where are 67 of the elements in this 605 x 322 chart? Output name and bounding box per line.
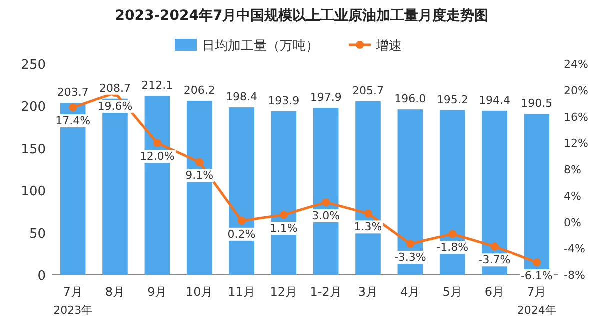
data-label: -6.1% bbox=[520, 269, 553, 282]
data-label: 1.3% bbox=[354, 220, 382, 234]
data-label: 0.2% bbox=[228, 228, 256, 241]
y-tick-label: 0 bbox=[38, 269, 46, 284]
data-label: 197.9 bbox=[310, 90, 342, 104]
x-tick-label: 7月 bbox=[527, 285, 547, 299]
data-label: 198.4 bbox=[226, 90, 258, 104]
data-label: 194.4 bbox=[479, 94, 510, 107]
y2-tick-label: 4% bbox=[564, 190, 582, 203]
data-label: -3.3% bbox=[394, 251, 426, 264]
chart-title: 2023-2024年7月中国规模以上工业原油加工量月度走势图 bbox=[115, 7, 489, 24]
point bbox=[280, 210, 288, 219]
data-label: 17.4% bbox=[56, 114, 91, 128]
point bbox=[153, 139, 162, 148]
y2-tick-label: 8% bbox=[564, 164, 582, 176]
data-label: 19.6% bbox=[98, 100, 133, 114]
data-label: 208.7 bbox=[100, 82, 131, 95]
point bbox=[238, 216, 246, 225]
y-tick-label: 250 bbox=[21, 58, 46, 73]
point bbox=[69, 104, 78, 112]
point bbox=[196, 158, 204, 166]
x-tick-label: 11月 bbox=[228, 285, 256, 299]
data-label: 12.0% bbox=[140, 150, 175, 164]
y2-tick-label: -8% bbox=[564, 269, 586, 282]
point bbox=[448, 230, 457, 238]
x-tick-label: 3月 bbox=[358, 285, 378, 299]
data-label: 196.0 bbox=[394, 92, 426, 106]
data-label: -1.8% bbox=[436, 241, 469, 254]
y2-tick-label: 16% bbox=[564, 110, 588, 124]
point bbox=[406, 240, 414, 248]
x-tick-label: 7月 bbox=[63, 285, 83, 299]
legend-label: 增速 bbox=[375, 39, 402, 54]
data-label: 195.2 bbox=[436, 93, 468, 106]
x-tick-label: 1-2月 bbox=[310, 285, 342, 299]
y2-tick-label: -4% bbox=[564, 242, 586, 256]
y-tick-label: 200 bbox=[21, 100, 46, 116]
y-tick-label: 100 bbox=[21, 184, 46, 200]
y-tick-label: 50 bbox=[29, 226, 46, 242]
point bbox=[364, 210, 372, 218]
data-label: 206.2 bbox=[184, 84, 216, 97]
y2-tick-label: 12% bbox=[564, 137, 588, 150]
data-label: -3.7% bbox=[478, 254, 511, 267]
x-tick-label: 10月 bbox=[186, 285, 214, 299]
x-tick-label: 4月 bbox=[400, 285, 420, 299]
data-label: 190.5 bbox=[521, 97, 553, 110]
text: 2024年 bbox=[517, 304, 556, 317]
point bbox=[532, 258, 541, 266]
y2-tick-label: 24% bbox=[564, 58, 588, 71]
data-label: 1.1% bbox=[270, 222, 298, 235]
legend-label: 日均加工量（万吨） bbox=[202, 39, 319, 54]
data-label: 205.7 bbox=[352, 84, 384, 98]
x-tick-label: 6月 bbox=[484, 285, 505, 299]
data-label: 193.9 bbox=[268, 94, 300, 108]
data-label: 3.0% bbox=[312, 209, 340, 222]
y2-tick-label: 0% bbox=[564, 216, 582, 230]
x-tick-label: 9月 bbox=[148, 285, 168, 299]
data-label: 9.1% bbox=[186, 169, 214, 182]
point bbox=[490, 242, 499, 251]
data-label: 212.1 bbox=[142, 78, 174, 92]
x-tick-label: 5月 bbox=[442, 285, 462, 299]
x-tick-label: 8月 bbox=[105, 285, 126, 299]
text: 2023年 bbox=[54, 304, 93, 317]
y-tick-label: 150 bbox=[21, 142, 46, 158]
x-tick-label: 12月 bbox=[270, 285, 298, 299]
point bbox=[322, 198, 330, 206]
y2-tick-label: 20% bbox=[564, 84, 588, 98]
data-label: 203.7 bbox=[57, 86, 89, 100]
